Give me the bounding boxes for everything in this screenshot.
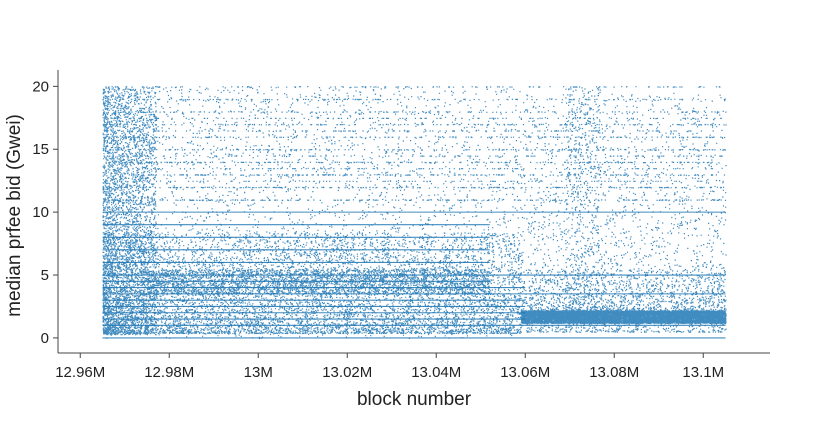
y-tick-label: 10 (32, 204, 49, 221)
x-axis-ticks: 12.96M 12.98M 13M 13.02M 13.04M 13.06M 13.08M 1… (55, 353, 724, 381)
y-axis-label: median prfee bid (Gwei) (4, 114, 25, 317)
x-tick-label: 13.1M (682, 364, 724, 381)
scatter-points (102, 86, 727, 340)
x-tick-label: 13M (244, 364, 273, 381)
x-tick-label: 13.02M (322, 364, 372, 381)
x-tick-label: 13.08M (589, 364, 639, 381)
y-tick-label: 20 (32, 78, 49, 95)
plot-points (102, 86, 727, 340)
x-tick-label: 13.06M (500, 364, 550, 381)
y-tick-label: 5 (41, 267, 49, 284)
x-tick-label: 13.04M (411, 364, 461, 381)
y-axis-ticks: 0 5 10 15 20 (32, 78, 58, 347)
x-tick-label: 12.96M (55, 364, 105, 381)
x-axis-label: block number (357, 389, 472, 410)
y-tick-label: 0 (41, 330, 49, 347)
y-tick-label: 15 (32, 141, 49, 158)
x-tick-label: 12.98M (144, 364, 194, 381)
axes (57, 70, 770, 354)
